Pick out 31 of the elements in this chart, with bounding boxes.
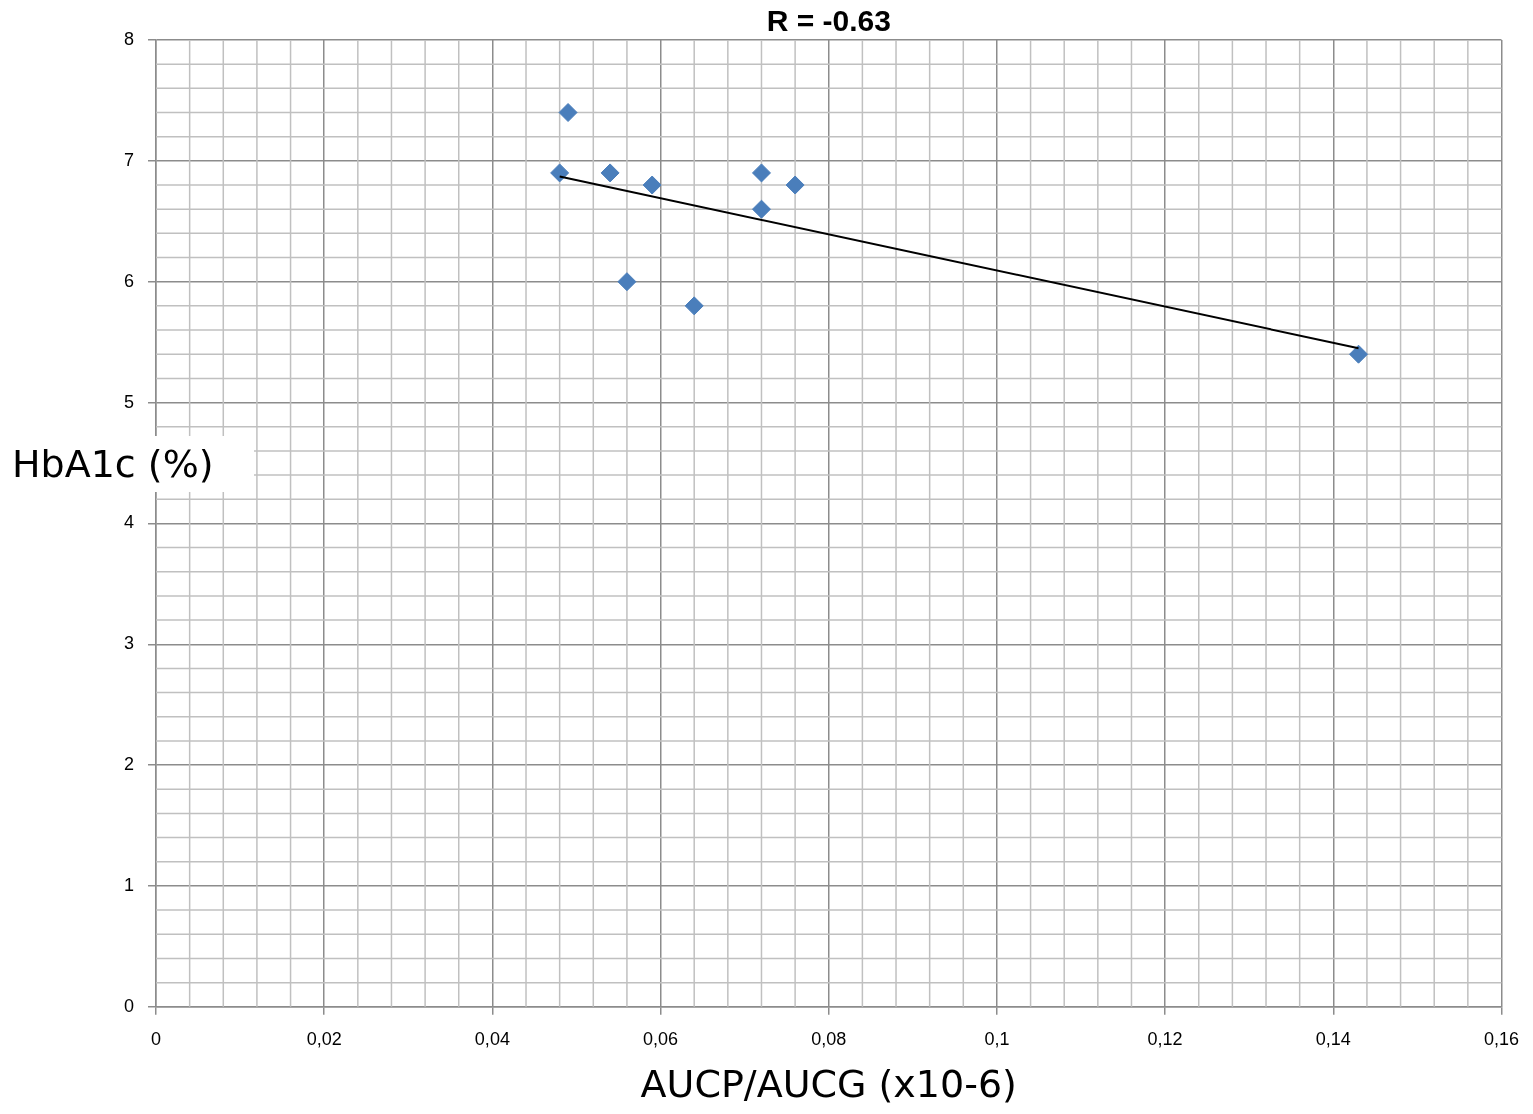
y-tick-label: 2 — [124, 754, 135, 775]
y-tick-label: 1 — [124, 874, 135, 895]
x-tick-label: 0,14 — [1315, 1028, 1351, 1049]
y-tick-label: 7 — [124, 149, 135, 170]
y-axis-title: HbA1c (%) — [4, 436, 254, 492]
y-tick-label: 0 — [124, 995, 135, 1016]
point — [751, 199, 771, 219]
point — [1349, 344, 1369, 364]
x-tick-label: 0 — [151, 1028, 162, 1049]
x-tick-label: 0,1 — [984, 1028, 1010, 1049]
y-tick-label: 3 — [124, 633, 135, 654]
point — [600, 163, 620, 183]
point — [550, 163, 570, 183]
x-tick-label: 0,06 — [643, 1028, 679, 1049]
point — [684, 296, 704, 316]
point — [785, 175, 805, 195]
x-tick-label: 0,12 — [1147, 1028, 1183, 1049]
y-tick-label: 8 — [124, 28, 135, 49]
point — [617, 272, 637, 292]
y-tick-label: 6 — [124, 270, 135, 291]
point — [642, 175, 662, 195]
y-tick-label: 4 — [124, 512, 135, 533]
x-tick-label: 0,02 — [306, 1028, 342, 1049]
y-tick-label: 5 — [124, 391, 135, 412]
x-tick-label: 0,08 — [811, 1028, 847, 1049]
text: R = -0.63 — [766, 4, 891, 38]
x-tick-label: 0,04 — [474, 1028, 510, 1049]
point — [558, 103, 578, 123]
x-axis-title: AUCP/AUCG (x10-6) — [640, 1062, 1017, 1107]
point — [751, 163, 771, 183]
x-tick-label: 0,16 — [1483, 1028, 1520, 1049]
